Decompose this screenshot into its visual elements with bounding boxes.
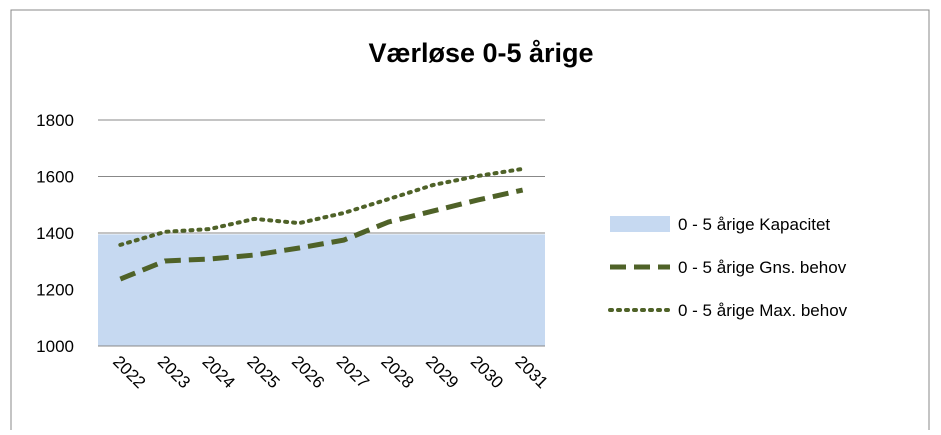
y-tick-label: 1000 xyxy=(36,337,74,356)
line xyxy=(118,166,525,247)
line xyxy=(119,187,524,282)
y-tick-label: 1800 xyxy=(36,111,74,130)
y-tick-label: 1200 xyxy=(36,281,74,300)
legend-label: 0 - 5 årige Kapacitet xyxy=(678,215,830,234)
legend-swatch xyxy=(610,216,670,232)
legend-label: 0 - 5 årige Max. behov xyxy=(678,301,848,320)
chart-title: Værløse 0-5 årige xyxy=(368,38,593,68)
legend-label: 0 - 5 årige Gns. behov xyxy=(678,258,847,277)
y-tick-label: 1400 xyxy=(36,224,74,243)
chart-border xyxy=(10,9,930,435)
area xyxy=(98,234,545,346)
y-tick-label: 1600 xyxy=(36,168,74,187)
